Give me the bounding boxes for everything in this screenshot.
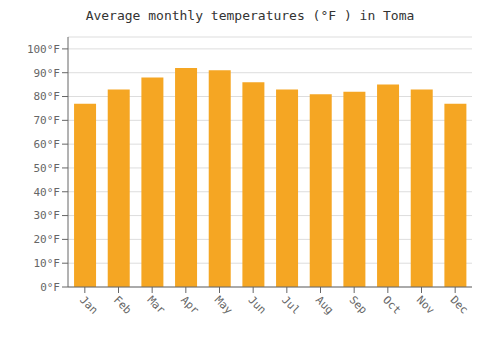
svg-text:Mar: Mar	[145, 293, 169, 317]
svg-text:Sep: Sep	[347, 293, 370, 316]
svg-text:70°F: 70°F	[34, 114, 61, 127]
svg-text:30°F: 30°F	[34, 209, 61, 222]
svg-text:50°F: 50°F	[34, 162, 61, 175]
svg-text:80°F: 80°F	[34, 90, 61, 103]
svg-text:May: May	[212, 293, 236, 317]
svg-text:Apr: Apr	[178, 293, 202, 317]
svg-text:Aug: Aug	[313, 293, 336, 316]
svg-text:Dec: Dec	[448, 293, 471, 316]
svg-text:Feb: Feb	[111, 293, 134, 316]
svg-text:0°F: 0°F	[40, 281, 60, 294]
svg-text:90°F: 90°F	[34, 67, 61, 80]
svg-text:10°F: 10°F	[34, 257, 61, 270]
svg-text:Jan: Jan	[77, 293, 100, 316]
svg-text:Oct: Oct	[380, 293, 403, 316]
svg-text:40°F: 40°F	[34, 186, 61, 199]
svg-text:Jun: Jun	[246, 293, 269, 316]
html-text:Average monthly temperatures (: Average monthly temperatures (°F ) in To…	[85, 8, 415, 23]
svg-text:20°F: 20°F	[34, 233, 61, 246]
svg-text:Jul: Jul	[279, 293, 302, 316]
svg-text:100°F: 100°F	[27, 43, 60, 56]
svg-text:Nov: Nov	[414, 293, 438, 317]
svg-text:60°F: 60°F	[34, 138, 61, 151]
